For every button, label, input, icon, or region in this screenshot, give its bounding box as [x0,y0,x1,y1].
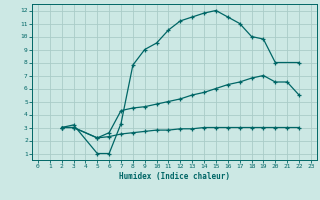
X-axis label: Humidex (Indice chaleur): Humidex (Indice chaleur) [119,172,230,181]
